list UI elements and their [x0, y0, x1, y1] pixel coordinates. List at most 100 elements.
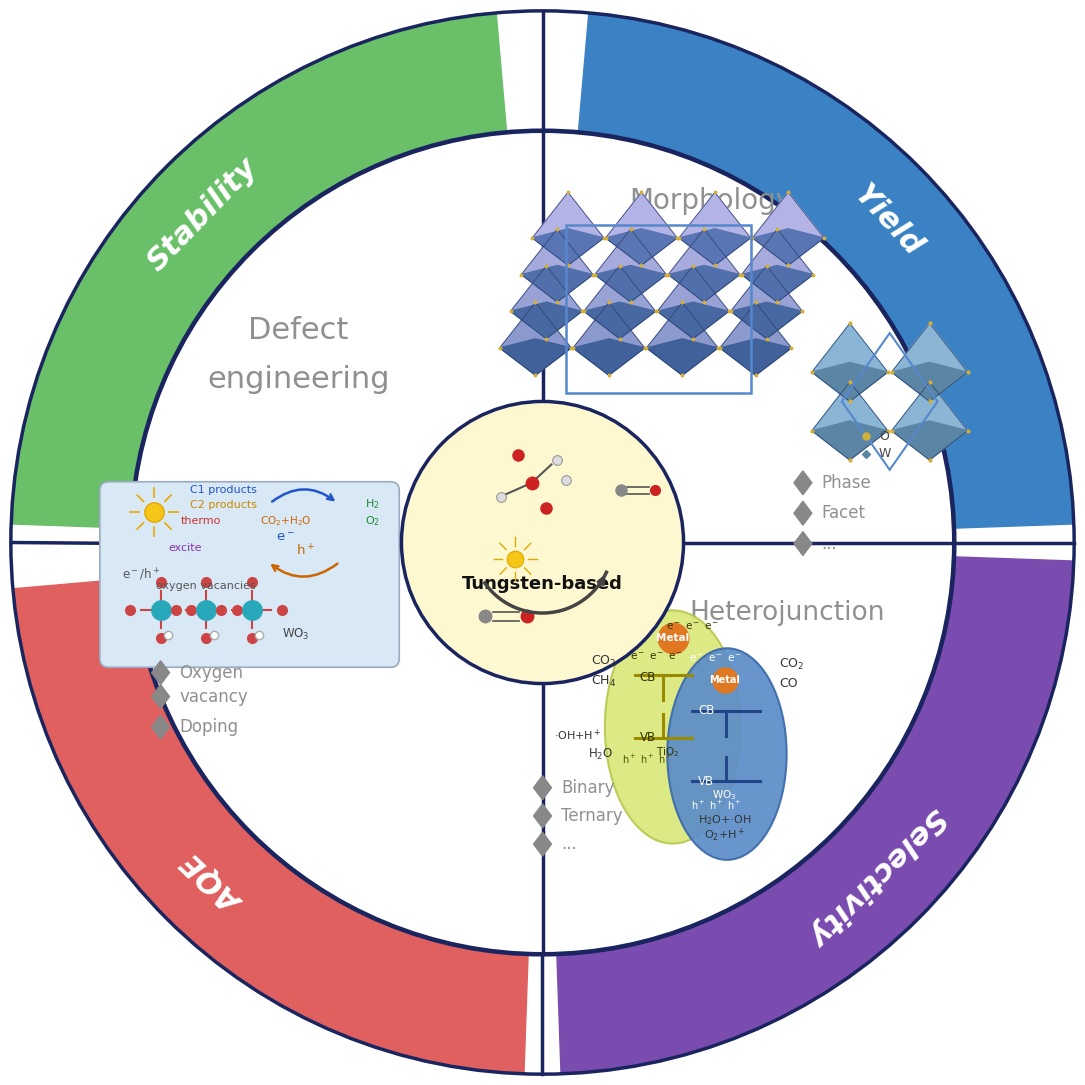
FancyBboxPatch shape — [100, 482, 399, 667]
Text: Ternary: Ternary — [561, 807, 623, 825]
Text: engineering: engineering — [207, 366, 390, 394]
Polygon shape — [534, 832, 551, 856]
Polygon shape — [658, 303, 729, 339]
Circle shape — [401, 401, 684, 684]
Ellipse shape — [667, 648, 787, 859]
Polygon shape — [679, 229, 751, 265]
Text: Phase: Phase — [821, 474, 871, 492]
Polygon shape — [892, 362, 968, 401]
Text: Yield: Yield — [847, 179, 928, 261]
Text: O$_2$+H$^+$: O$_2$+H$^+$ — [704, 827, 745, 844]
Text: Metal: Metal — [710, 675, 740, 686]
Text: C2 products: C2 products — [190, 499, 257, 510]
Text: e$^-$/h$^+$: e$^-$/h$^+$ — [122, 566, 161, 584]
Polygon shape — [812, 323, 888, 372]
Text: e$^-$ e$^-$ e$^-$: e$^-$ e$^-$ e$^-$ — [665, 621, 719, 631]
Text: e$^-$: e$^-$ — [276, 531, 295, 544]
Text: vacancy: vacancy — [179, 688, 247, 705]
Bar — [566, 225, 751, 393]
Text: Selectivity: Selectivity — [802, 802, 950, 950]
Polygon shape — [595, 266, 666, 302]
Polygon shape — [892, 421, 968, 460]
Text: h$^+$: h$^+$ — [296, 544, 316, 559]
Text: ...: ... — [561, 835, 577, 853]
Text: O: O — [879, 430, 889, 443]
Polygon shape — [668, 229, 740, 275]
Polygon shape — [152, 661, 169, 685]
Text: Metal: Metal — [656, 633, 689, 643]
Text: ...: ... — [821, 535, 838, 552]
Text: Defect: Defect — [248, 317, 348, 345]
Text: CB: CB — [639, 671, 656, 684]
Text: Stability: Stability — [142, 152, 264, 277]
Text: Morphology: Morphology — [629, 187, 792, 215]
Polygon shape — [595, 229, 666, 275]
Text: CO$_2$: CO$_2$ — [591, 654, 616, 669]
Text: Binary: Binary — [561, 779, 614, 796]
Polygon shape — [522, 229, 593, 275]
Polygon shape — [533, 192, 604, 238]
Polygon shape — [534, 776, 551, 800]
Text: Oxygen: Oxygen — [179, 664, 243, 681]
Text: oxygen vacancies: oxygen vacancies — [156, 580, 256, 591]
Polygon shape — [812, 421, 888, 460]
Text: Facet: Facet — [821, 505, 866, 522]
Text: VB: VB — [640, 731, 655, 744]
Polygon shape — [511, 303, 583, 339]
Text: CO$_2$+H$_2$O: CO$_2$+H$_2$O — [260, 514, 312, 527]
Polygon shape — [11, 13, 507, 528]
Polygon shape — [730, 266, 802, 311]
Text: TiO$_2$: TiO$_2$ — [655, 745, 679, 758]
Text: H$_2$: H$_2$ — [365, 498, 379, 511]
Text: Tungsten-based: Tungsten-based — [462, 575, 623, 592]
Polygon shape — [152, 685, 169, 709]
Text: H$_2$O: H$_2$O — [588, 746, 613, 762]
Polygon shape — [13, 578, 528, 1074]
Text: h$^+$ h$^+$ h$^+$: h$^+$ h$^+$ h$^+$ — [623, 753, 673, 766]
Text: thermo: thermo — [181, 515, 221, 526]
Circle shape — [131, 131, 954, 954]
Text: e$^-$ e$^-$ e$^-$: e$^-$ e$^-$ e$^-$ — [629, 651, 684, 662]
Polygon shape — [812, 362, 888, 401]
Text: ·OH+H$^+$: ·OH+H$^+$ — [553, 728, 601, 743]
Text: H$_2$O+·OH: H$_2$O+·OH — [698, 814, 752, 827]
Text: WO$_3$: WO$_3$ — [713, 789, 737, 802]
Text: e$^-$ e$^-$ e$^-$: e$^-$ e$^-$ e$^-$ — [689, 653, 743, 664]
Polygon shape — [605, 229, 677, 265]
Text: AQE: AQE — [179, 847, 250, 917]
Polygon shape — [794, 471, 812, 495]
Polygon shape — [794, 501, 812, 525]
Polygon shape — [794, 532, 812, 556]
Polygon shape — [573, 339, 644, 375]
Text: C1 products: C1 products — [190, 485, 257, 496]
Text: CO$_2$: CO$_2$ — [779, 656, 804, 672]
Polygon shape — [573, 303, 644, 348]
Text: excite: excite — [168, 542, 202, 553]
Polygon shape — [557, 557, 1074, 1074]
Polygon shape — [752, 192, 824, 238]
Text: Doping: Doping — [179, 718, 238, 736]
Polygon shape — [500, 303, 572, 348]
Text: h$^+$ h$^+$ h$^+$: h$^+$ h$^+$ h$^+$ — [691, 799, 741, 812]
Polygon shape — [730, 303, 802, 339]
Polygon shape — [741, 266, 813, 302]
Polygon shape — [511, 266, 583, 311]
Text: WO$_3$: WO$_3$ — [282, 627, 309, 642]
Polygon shape — [719, 339, 791, 375]
Text: Heterojunction: Heterojunction — [689, 600, 884, 626]
Polygon shape — [584, 303, 655, 339]
Polygon shape — [533, 229, 604, 265]
Ellipse shape — [605, 610, 740, 844]
Text: VB: VB — [699, 775, 714, 788]
Polygon shape — [605, 192, 677, 238]
Polygon shape — [522, 266, 593, 302]
Text: W: W — [879, 447, 891, 460]
Polygon shape — [584, 266, 655, 311]
Polygon shape — [152, 715, 169, 739]
Polygon shape — [647, 339, 718, 375]
Polygon shape — [892, 382, 968, 431]
Polygon shape — [679, 192, 751, 238]
Polygon shape — [892, 323, 968, 372]
Polygon shape — [719, 303, 791, 348]
Polygon shape — [647, 303, 718, 348]
